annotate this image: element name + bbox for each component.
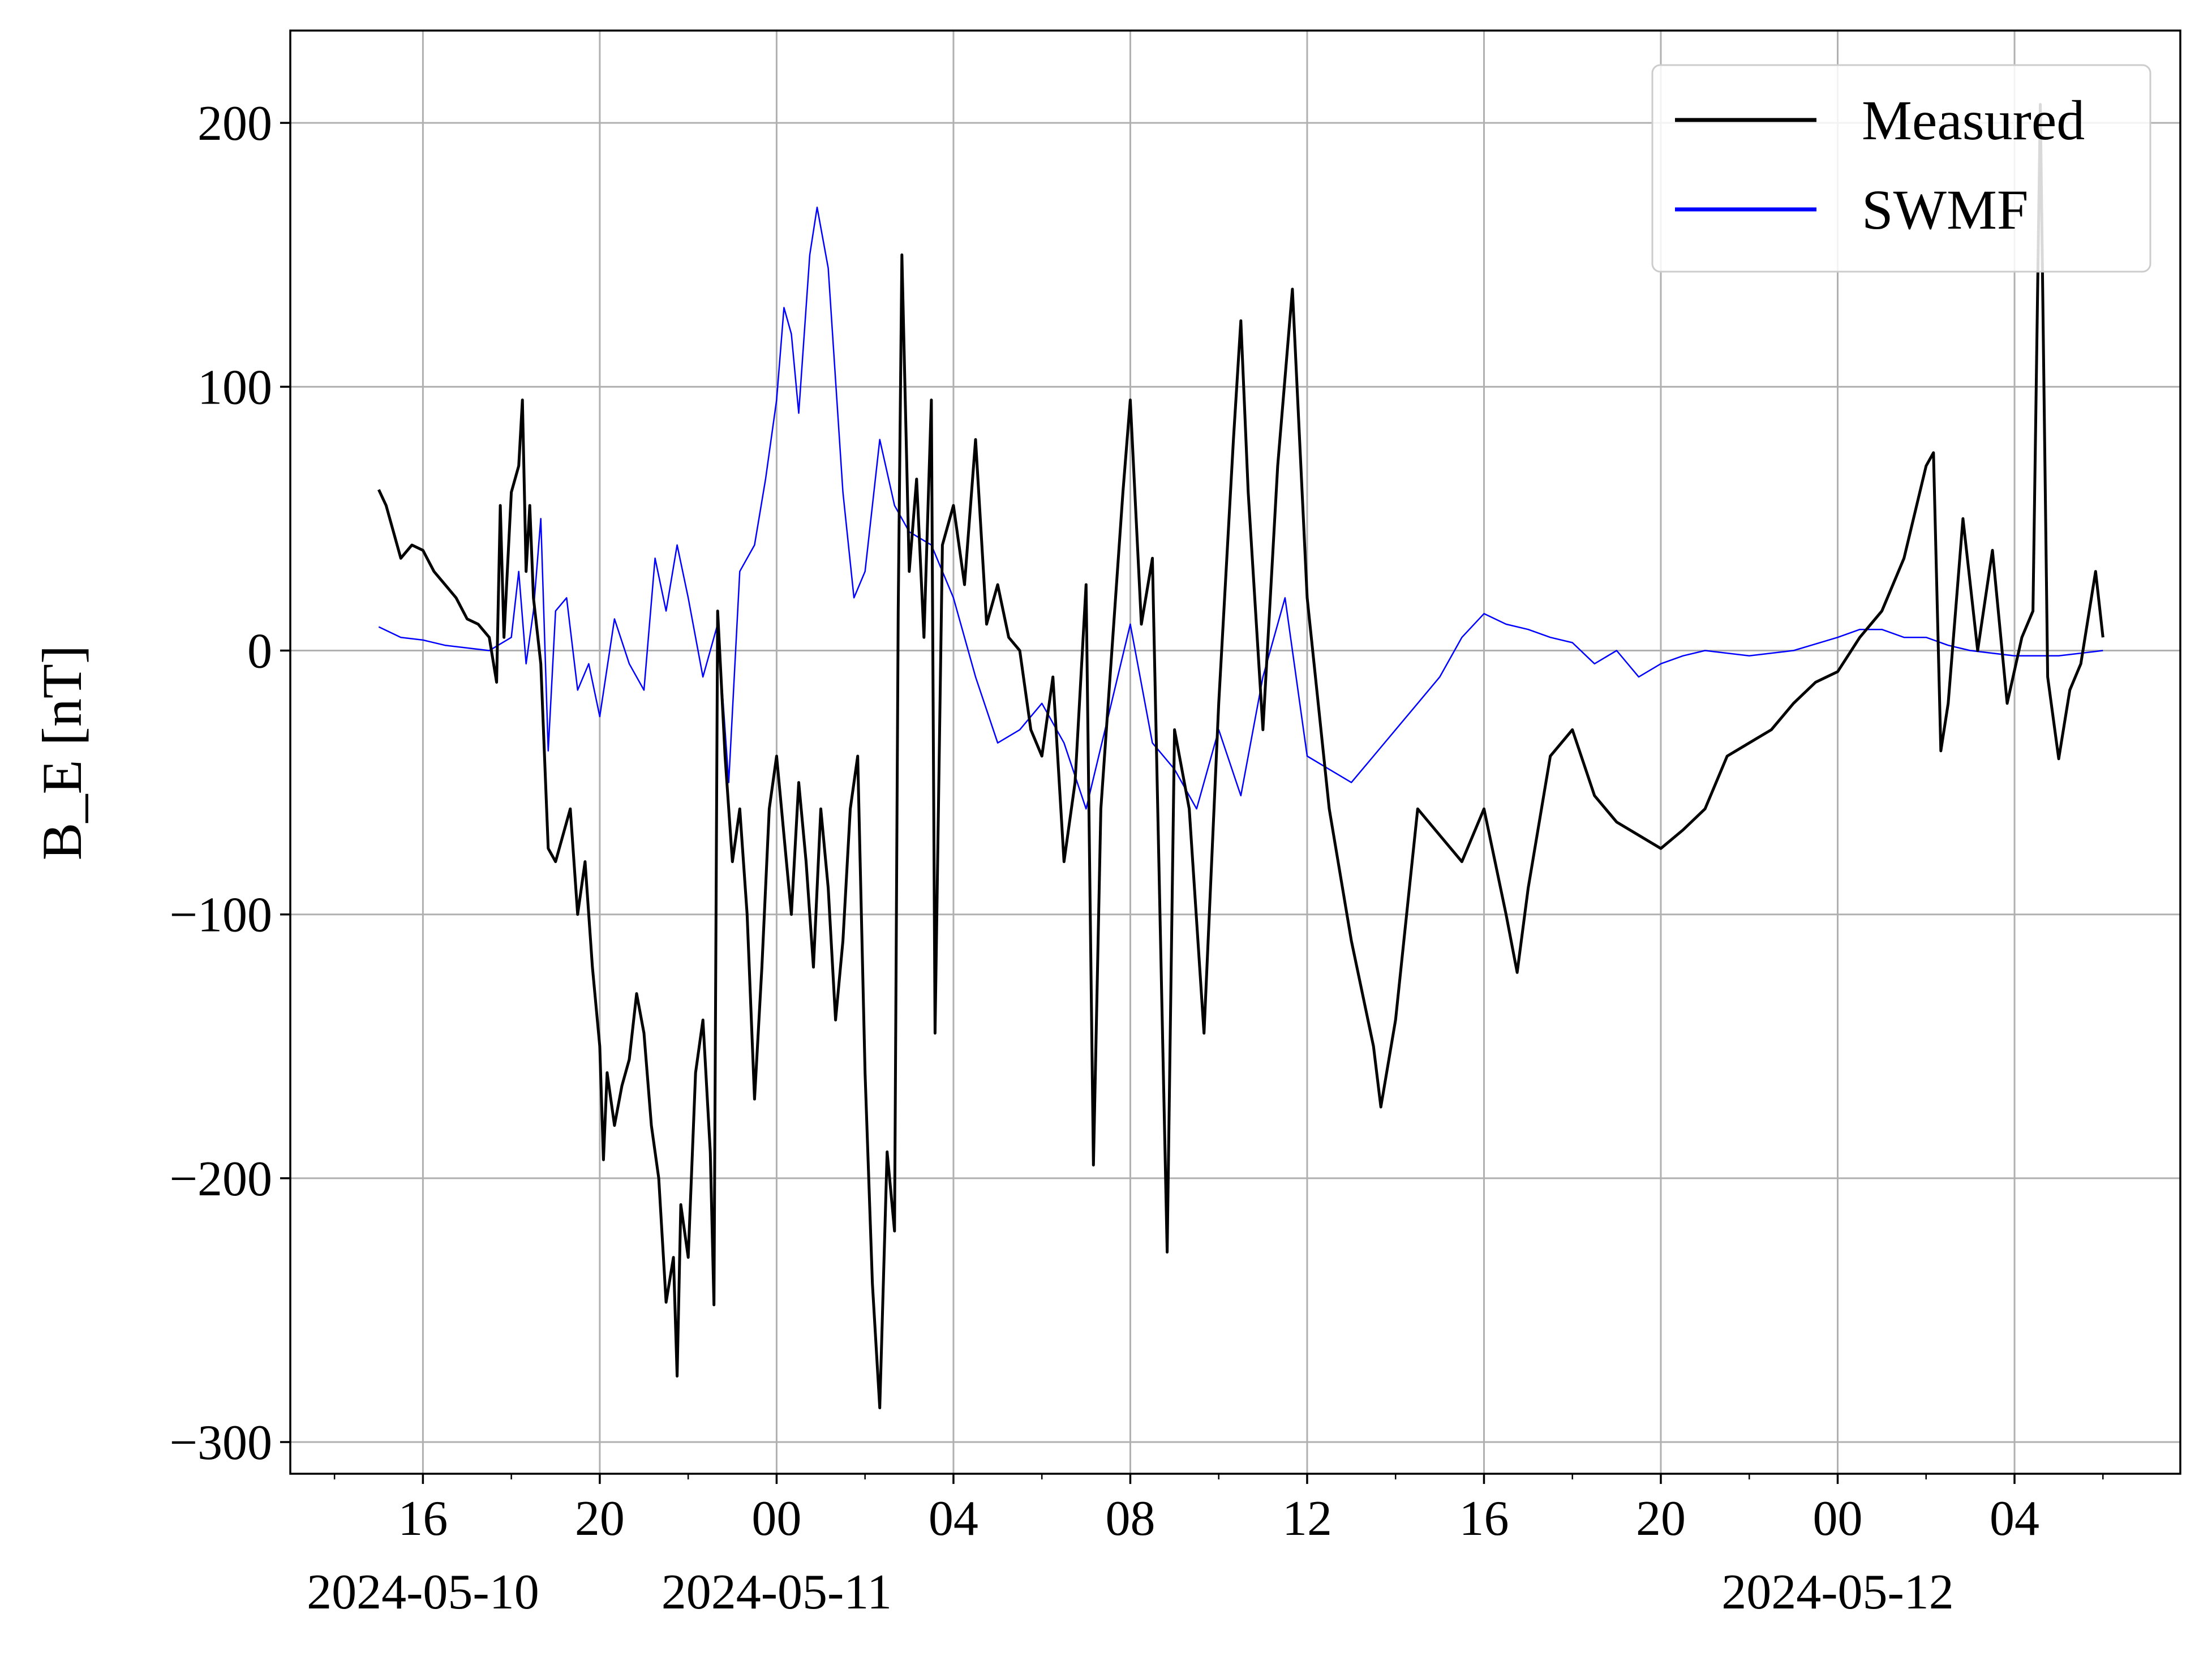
- y-tick-label: −200: [169, 1152, 272, 1207]
- x-tick-label: 16: [398, 1491, 448, 1546]
- y-tick-label: −100: [169, 888, 272, 943]
- x-tick-label: 08: [1105, 1491, 1155, 1546]
- y-tick-label: −300: [169, 1415, 272, 1470]
- y-tick-label: 0: [247, 624, 272, 679]
- axis-ticks: 200 100 0 −100 −200 −300 16 2024-05-10 20 00 2024-…: [169, 96, 2104, 1620]
- x-tick-label: 04: [1990, 1491, 2039, 1546]
- x-tick-label: 12: [1282, 1491, 1332, 1546]
- x-date-label: 2024-05-11: [662, 1565, 892, 1620]
- x-tick-label: 00: [1813, 1491, 1863, 1546]
- series-line-swmf: [378, 207, 2103, 810]
- legend: Measured SWMF: [1651, 64, 2151, 273]
- y-tick-label: 200: [197, 96, 272, 151]
- x-tick-label: 04: [929, 1491, 978, 1546]
- grid: [290, 31, 2180, 1474]
- plot-area-frame: [289, 29, 2181, 1475]
- x-tick-label: 20: [1636, 1491, 1686, 1546]
- x-tick-label: 16: [1459, 1491, 1509, 1546]
- series-lines: [377, 103, 2104, 1409]
- x-date-label: 2024-05-10: [307, 1565, 539, 1620]
- x-tick-label: 00: [751, 1491, 801, 1546]
- y-tick-label: 100: [197, 360, 272, 415]
- legend-box: [1651, 64, 2151, 273]
- series-line-measured: [377, 103, 2104, 1409]
- y-axis-title: B_E [nT]: [31, 645, 93, 860]
- legend-label-measured: Measured: [1862, 89, 2085, 152]
- legend-label-swmf: SWMF: [1862, 178, 2029, 241]
- x-tick-label: 20: [575, 1491, 625, 1546]
- x-date-label: 2024-05-12: [1721, 1565, 1954, 1620]
